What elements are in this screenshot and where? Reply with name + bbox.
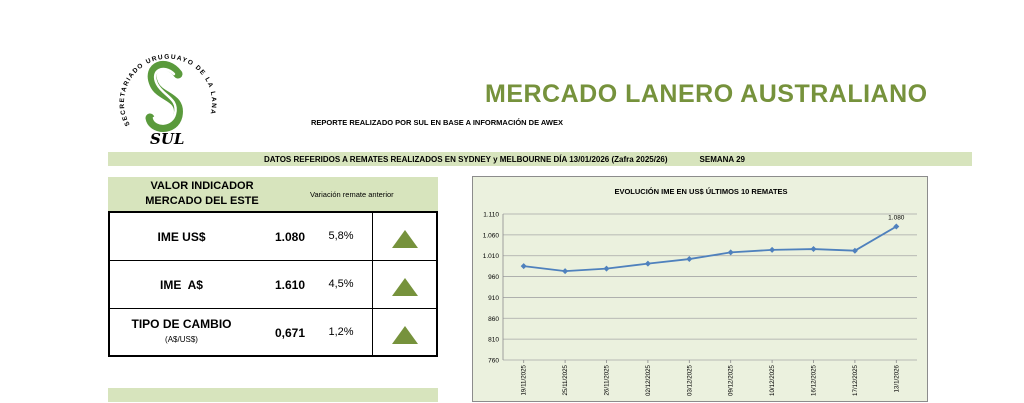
chart-series: 1.080: [520, 215, 905, 275]
x-axis-ticks: 19/11/2025 25/11/2025 26/11/2025 02/12/2025…: [521, 360, 900, 396]
indicator-row-ime-usd: IME US$ 1.080 5,8%: [110, 213, 436, 261]
up-triangle-icon: [392, 326, 418, 344]
data-label: 1.080: [888, 215, 905, 222]
variation-header: Variación remate anterior: [310, 189, 394, 199]
indicator-header-line2: MERCADO DEL ESTE: [145, 195, 259, 207]
x-tick-label: 10/12/2025: [769, 364, 776, 396]
y-tick-label: 1.060: [483, 232, 500, 239]
up-triangle-icon: [392, 278, 418, 296]
x-tick-label: 17/12/2025: [852, 364, 859, 396]
indicator-label: TIPO DE CAMBIO: [131, 317, 232, 331]
indicator-table: IME US$ 1.080 5,8% IME A$ 1.610 4,5% TIP…: [108, 211, 438, 357]
up-triangle-icon: [392, 230, 418, 248]
indicator-sublabel: (A$/US$): [165, 335, 198, 344]
y-tick-label: 760: [488, 358, 499, 365]
indicator-value: 0,671: [274, 326, 305, 340]
indicator-label: IME US$: [157, 230, 206, 244]
auction-date-banner: DATOS REFERIDOS A REMATES REALIZADOS EN …: [108, 152, 972, 166]
ime-line-chart: EVOLUCIÓN IME EN US$ ÚLTIMOS 10 REMATES …: [483, 187, 917, 396]
logo-sul-text: SUL: [150, 130, 184, 148]
x-tick-label: 16/12/2025: [811, 364, 818, 396]
x-tick-label: 09/12/2025: [728, 364, 735, 396]
data-point: [644, 260, 651, 267]
chart-gridlines: [502, 213, 917, 361]
x-tick-label: 13/1/2026: [893, 364, 900, 392]
ime-chart: EVOLUCIÓN IME EN US$ ÚLTIMOS 10 REMATES …: [472, 176, 928, 402]
indicator-change: 5,8%: [328, 230, 354, 242]
page-title: MERCADO LANERO AUSTRALIANO: [485, 80, 928, 108]
x-tick-label: 19/11/2025: [521, 364, 528, 395]
y-tick-label: 1.010: [483, 253, 500, 260]
report-subtitle: REPORTE REALIZADO POR SUL EN BASE A INFO…: [311, 118, 563, 127]
data-point: [562, 268, 569, 275]
sul-logo: SECRETARIADO URUGUAYO DE LA LANA SUL: [112, 44, 222, 152]
data-point: [686, 256, 693, 263]
x-tick-label: 26/11/2025: [604, 364, 611, 395]
y-tick-label: 960: [488, 274, 499, 281]
y-tick-label: 910: [488, 295, 499, 302]
data-point: [893, 223, 900, 230]
chart-title: EVOLUCIÓN IME EN US$ ÚLTIMOS 10 REMATES: [614, 187, 787, 196]
y-axis-ticks: 1.110 1.060 1.010 960 910 860 810 760: [483, 212, 500, 365]
second-panel-header: [108, 388, 438, 402]
trend-cell: [372, 309, 436, 357]
y-tick-label: 860: [488, 316, 499, 323]
x-tick-label: 03/12/2025: [686, 364, 693, 396]
data-point: [603, 265, 610, 272]
week-label: SEMANA 29: [699, 154, 746, 164]
indicator-row-ime-aud: IME A$ 1.610 4,5%: [110, 261, 436, 309]
y-tick-label: 1.110: [483, 212, 499, 219]
indicator-header-title: VALOR INDICADOR MERCADO DEL ESTE: [108, 179, 296, 209]
x-tick-label: 02/12/2025: [645, 364, 652, 396]
series-line: [523, 225, 897, 273]
indicator-change: 4,5%: [328, 278, 354, 290]
indicator-change: 1,2%: [328, 326, 354, 338]
data-point: [727, 249, 734, 256]
indicator-header-line1: VALOR INDICADOR: [150, 180, 254, 192]
data-point: [520, 263, 527, 270]
indicator-value: 1.610: [274, 278, 305, 292]
indicator-header: VALOR INDICADOR MERCADO DEL ESTE Variaci…: [108, 177, 438, 211]
trend-cell: [372, 261, 436, 308]
data-point: [769, 246, 776, 253]
indicator-label: IME A$: [160, 278, 203, 292]
x-tick-label: 25/11/2025: [562, 364, 569, 395]
data-point: [851, 247, 858, 254]
y-tick-label: 810: [488, 337, 499, 344]
banner-text: DATOS REFERIDOS A REMATES REALIZADOS EN …: [264, 154, 668, 164]
indicator-label-group: TIPO DE CAMBIO (A$/US$): [110, 318, 253, 346]
indicator-value: 1.080: [274, 230, 305, 244]
indicator-row-exchange-rate: TIPO DE CAMBIO (A$/US$) 0,671 1,2%: [110, 309, 436, 357]
trend-cell: [372, 213, 436, 260]
data-point: [810, 246, 817, 253]
sul-logo-mark: SECRETARIADO URUGUAYO DE LA LANA SUL: [119, 54, 216, 148]
